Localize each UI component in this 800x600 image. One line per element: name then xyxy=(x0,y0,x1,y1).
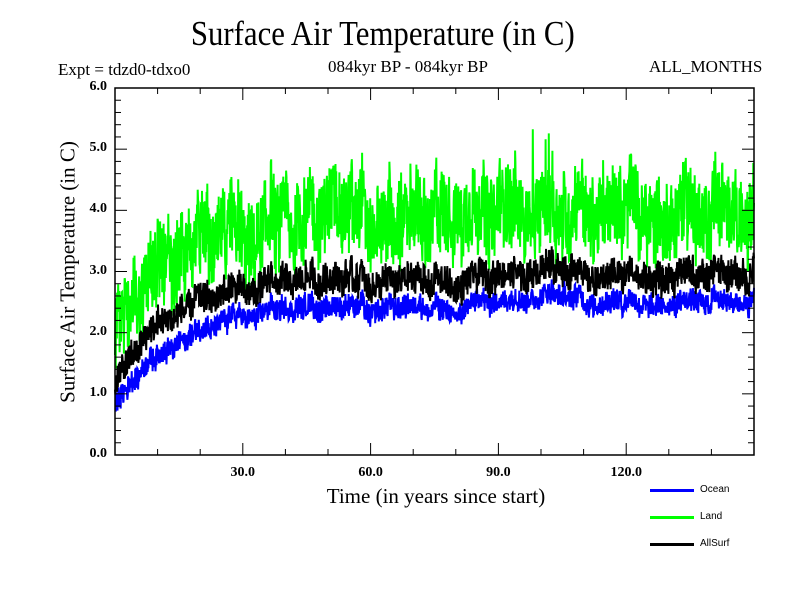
months-label: ALL_MONTHS xyxy=(649,57,763,76)
legend-swatch-land xyxy=(650,516,694,519)
series-line-allsurf xyxy=(114,246,755,395)
x-tick-label: 120.0 xyxy=(610,465,642,480)
y-tick-label: 5.0 xyxy=(89,140,108,156)
legend-swatch-allsurf xyxy=(650,543,694,546)
legend-swatch-ocean xyxy=(650,489,694,492)
y-tick-label: 1.0 xyxy=(89,384,108,400)
x-tick-label: 60.0 xyxy=(358,465,383,480)
legend-label-land: Land xyxy=(700,511,723,522)
y-tick-label: 3.0 xyxy=(89,262,108,278)
series-line-ocean xyxy=(114,279,755,412)
y-tick-label: 4.0 xyxy=(89,201,108,217)
legend-label-allsurf: AllSurf xyxy=(700,538,730,549)
chart-title: Surface Air Temperature (in C) xyxy=(190,14,575,53)
y-tick-label: 0.0 xyxy=(89,446,108,461)
legend-label-ocean: Ocean xyxy=(700,484,730,495)
x-tick-label: 90.0 xyxy=(486,465,511,480)
period-label: 084kyr BP - 084kyr BP xyxy=(328,57,488,76)
x-tick-label: 30.0 xyxy=(230,465,256,480)
y-tick-label: 2.0 xyxy=(89,323,108,339)
x-axis-label: Time (in years since start) xyxy=(326,484,546,508)
series-line-land xyxy=(114,129,755,369)
y-tick-label: 6.0 xyxy=(89,79,108,94)
experiment-label: Expt = tdzd0-tdxo0 xyxy=(58,60,191,79)
